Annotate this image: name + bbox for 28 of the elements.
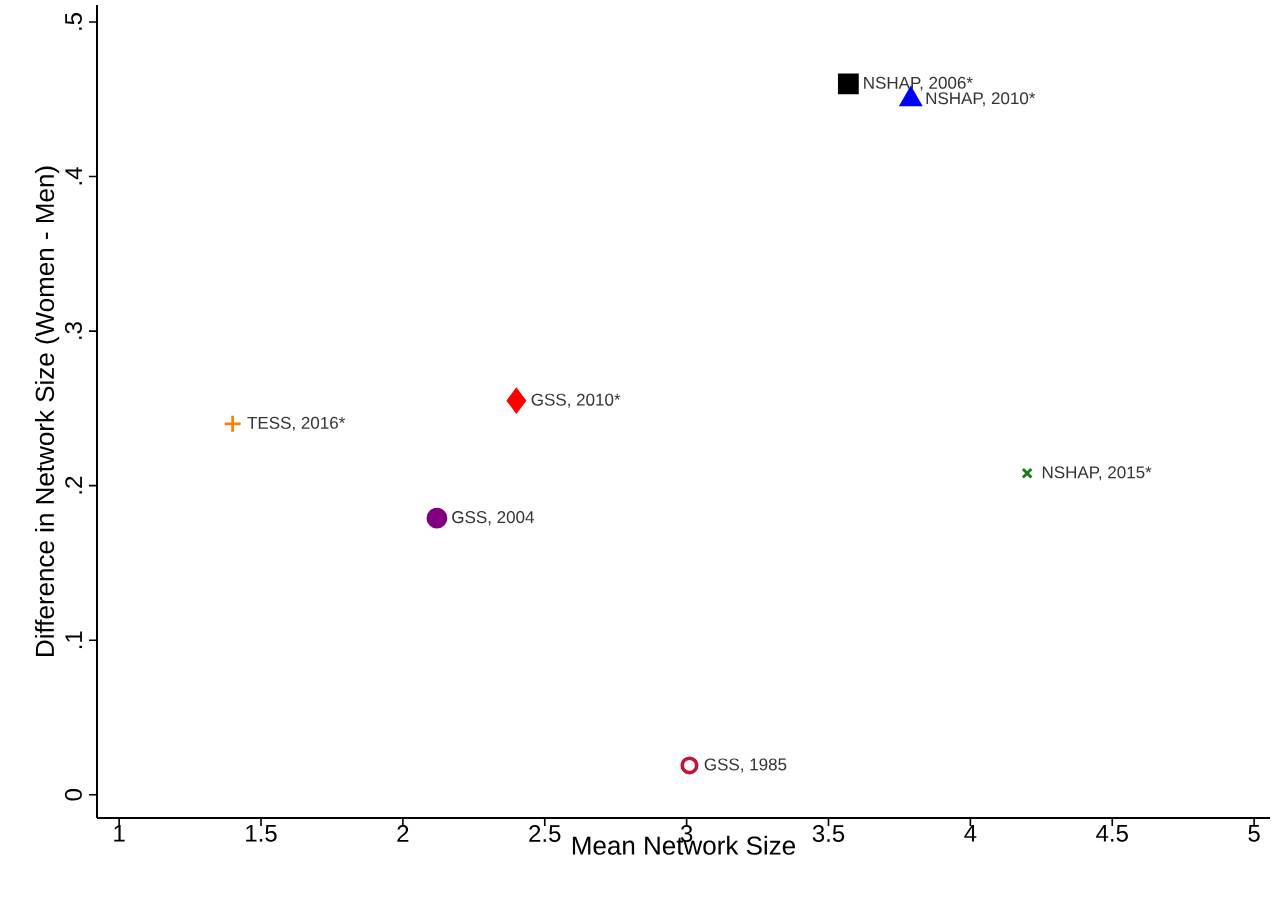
y-tick-label: .2 — [65, 476, 82, 494]
y-tick-label: .1 — [65, 631, 82, 649]
point — [1021, 467, 1033, 479]
point — [223, 414, 243, 434]
point — [506, 388, 527, 414]
y-tick-label: .4 — [65, 167, 82, 185]
x-tick-label: 2.5 — [529, 825, 561, 843]
series-label: GSS, 1985 — [704, 758, 787, 773]
series-label: NSHAP, 2006* — [864, 76, 973, 91]
y-axis-title: Difference in Network Size (Women - Men) — [34, 166, 60, 656]
y-tick-label: .3 — [64, 322, 82, 339]
series-label: NSHAP, 2015* — [1042, 466, 1152, 481]
point — [426, 507, 448, 529]
x-tick-label: 1.5 — [246, 825, 277, 842]
x-tick-label: 5 — [1248, 825, 1260, 842]
x-tick-label: 3.5 — [812, 825, 845, 843]
x-tick-label: 2 — [397, 825, 409, 842]
point — [837, 73, 859, 95]
point — [680, 756, 699, 775]
x-tick-label: 4.5 — [1096, 825, 1128, 842]
y-tick-label: 0 — [64, 789, 82, 801]
series-label: TESS, 2016* — [247, 416, 346, 431]
series-label: GSS, 2004 — [452, 511, 534, 526]
x-tick-label: 4 — [964, 825, 977, 842]
y-tick-label: .5 — [65, 12, 82, 30]
series-label: NSHAP, 2010* — [926, 92, 1036, 107]
series-label: GSS, 2010* — [531, 393, 621, 408]
x-tick-label: 1 — [114, 825, 125, 842]
